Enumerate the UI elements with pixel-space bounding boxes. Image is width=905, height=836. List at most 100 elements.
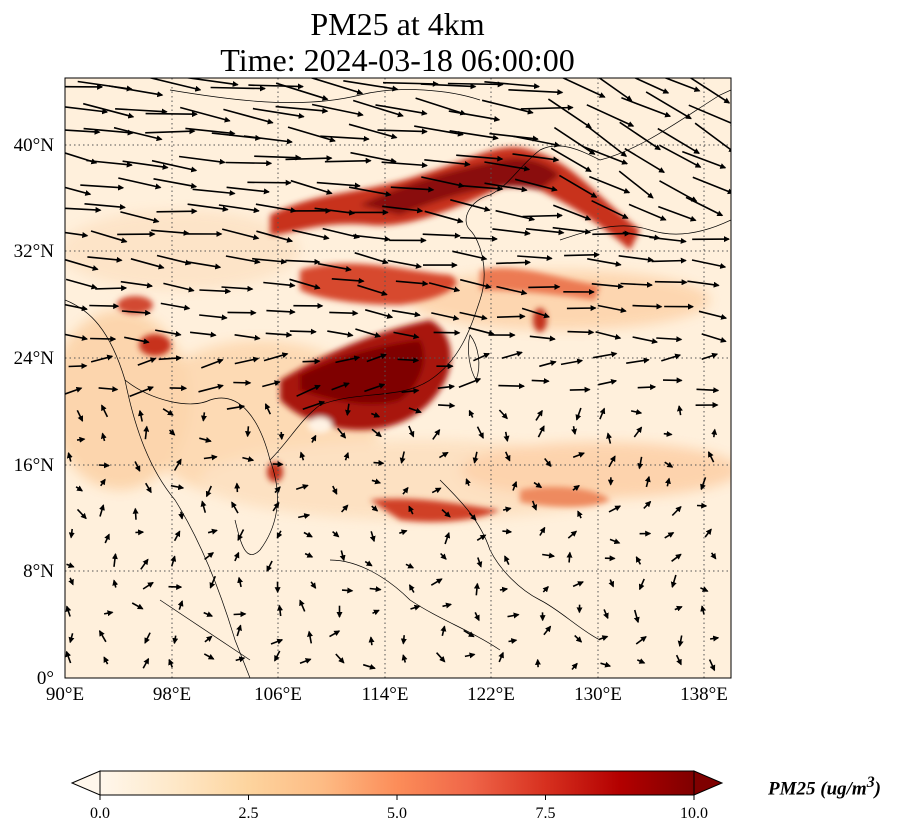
- wind-arrow: [410, 604, 421, 611]
- wind-arrow: [256, 230, 294, 243]
- wind-arrow: [484, 161, 531, 172]
- wind-arrow: [531, 377, 550, 384]
- wind-arrow: [656, 336, 683, 343]
- wind-arrow: [65, 186, 92, 196]
- wind-arrow: [145, 482, 152, 494]
- wind-arrow: [170, 484, 185, 491]
- wind-arrow: [700, 477, 707, 491]
- wind-arrow: [468, 326, 495, 336]
- wind-arrow: [633, 426, 643, 438]
- wind-arrow: [151, 159, 198, 173]
- wind-arrow: [535, 409, 543, 421]
- wind-arrow: [393, 331, 420, 340]
- wind-arrow: [145, 111, 198, 118]
- wind-arrow: [550, 147, 592, 173]
- wind-arrow: [553, 126, 596, 155]
- wind-arrow: [200, 500, 207, 513]
- wind-arrow: [320, 135, 370, 142]
- wind-arrow: [638, 578, 645, 591]
- wind-arrow: [304, 552, 314, 558]
- wind-arrow: [263, 352, 289, 362]
- wind-arrow: [270, 638, 284, 645]
- wind-arrow: [618, 170, 654, 199]
- wind-arrow: [177, 600, 184, 610]
- x-tick-label: 98°E: [153, 684, 191, 705]
- wind-arrow: [242, 456, 255, 462]
- wind-arrow: [98, 386, 119, 393]
- wind-arrow: [222, 228, 260, 241]
- colorbar-min-extend: [70, 770, 101, 796]
- wind-arrow: [473, 582, 480, 596]
- wind-arrow: [160, 302, 191, 311]
- wind-arrow: [621, 97, 672, 118]
- wind-arrow: [138, 409, 144, 422]
- wind-arrow: [186, 261, 222, 270]
- wind-arrow: [137, 357, 157, 366]
- wind-arrow: [575, 407, 582, 421]
- wind-arrow: [436, 652, 446, 663]
- wind-arrow: [331, 382, 350, 391]
- wind-arrow: [66, 562, 75, 568]
- wind-arrow: [132, 507, 139, 520]
- wind-arrow: [204, 635, 213, 643]
- wind-arrow: [151, 229, 190, 236]
- wind-arrow: [553, 204, 592, 221]
- wind-arrow: [307, 630, 313, 644]
- wind-arrow: [314, 207, 356, 216]
- wind-arrow: [173, 458, 182, 471]
- wind-arrow: [179, 106, 231, 123]
- wind-arrow: [245, 426, 251, 438]
- wind-arrow: [440, 552, 447, 560]
- wind-arrow: [504, 451, 511, 462]
- wind-arrow: [659, 144, 702, 168]
- wind-arrow: [428, 282, 461, 293]
- wind-arrow: [444, 531, 451, 545]
- wind-arrow: [275, 82, 329, 101]
- wind-arrow: [362, 663, 376, 670]
- wind-arrow: [564, 251, 600, 258]
- wind-arrow: [124, 336, 150, 345]
- wind-arrow: [583, 146, 629, 165]
- wind-arrow: [468, 512, 477, 521]
- wind-arrow: [247, 179, 292, 186]
- wind-arrow: [496, 259, 531, 266]
- wind-arrow: [111, 553, 118, 567]
- wind-arrow: [619, 121, 661, 151]
- wind-arrow: [155, 329, 182, 337]
- x-tick-label: 138°E: [680, 684, 728, 705]
- wind-arrow: [450, 199, 491, 212]
- wind-arrow: [311, 103, 364, 117]
- wind-arrow: [296, 384, 321, 397]
- wind-arrow: [597, 304, 627, 314]
- wind-arrow: [369, 531, 376, 543]
- wind-arrow: [285, 258, 321, 265]
- wind-arrow: [603, 609, 609, 620]
- wind-arrow: [567, 530, 578, 539]
- wind-arrow: [574, 634, 583, 643]
- wind-arrow: [276, 530, 283, 539]
- wind-arrow: [90, 335, 117, 342]
- wind-arrow: [682, 150, 727, 169]
- wind-arrow: [373, 459, 385, 466]
- wind-arrow: [68, 577, 74, 586]
- wind-arrow: [507, 612, 520, 619]
- wind-arrow: [577, 510, 583, 519]
- wind-arrow: [448, 110, 501, 122]
- wind-arrow: [248, 83, 304, 90]
- wind-arrow: [643, 500, 652, 509]
- wind-arrow: [100, 432, 107, 442]
- wind-arrow: [234, 356, 260, 365]
- wind-arrow: [299, 451, 306, 461]
- wind-arrow: [664, 461, 674, 468]
- wind-arrow: [391, 309, 421, 318]
- wind-arrow: [422, 232, 461, 239]
- wind-arrow: [80, 184, 125, 191]
- wind-arrow: [502, 528, 513, 535]
- wind-arrow: [309, 78, 364, 95]
- y-tick-label: 40°N: [14, 135, 55, 156]
- wind-arrow: [522, 212, 563, 219]
- wind-arrow: [620, 281, 653, 288]
- wind-arrow: [472, 451, 479, 464]
- wind-arrow: [90, 230, 128, 244]
- wind-arrow: [476, 557, 483, 568]
